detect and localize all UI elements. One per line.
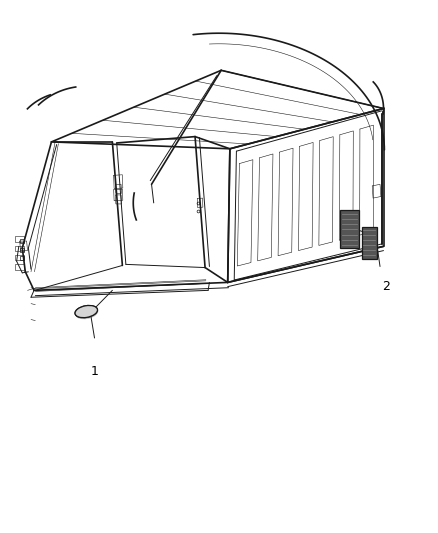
- Text: 1: 1: [91, 365, 99, 377]
- Text: 2: 2: [382, 280, 390, 293]
- FancyBboxPatch shape: [340, 211, 359, 248]
- Ellipse shape: [75, 306, 99, 319]
- FancyBboxPatch shape: [362, 227, 377, 259]
- Ellipse shape: [75, 305, 98, 318]
- Ellipse shape: [75, 305, 98, 318]
